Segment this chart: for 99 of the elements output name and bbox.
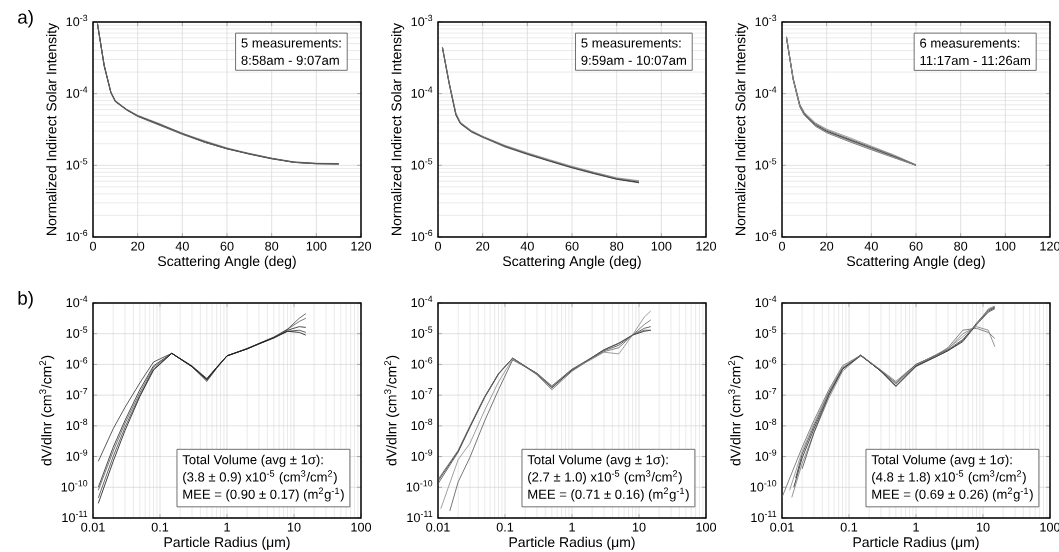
y-tick-label: 10$^{-4}$ [66,86,88,98]
x-tick-label: 80 [265,241,279,251]
y-tick-label: 10$^{-4}$ [411,295,433,308]
x-axis-title: Scattering Angle (deg) [157,255,296,269]
y-tick-label: 10$^{-5}$ [755,326,777,338]
x-tick-label: 10 [287,522,301,532]
x-tick-label: 100 [995,241,1016,251]
x-tick-label: 1 [913,522,919,532]
x-tick-label: 1 [569,522,575,532]
annotation: 5 measurements: [581,38,681,48]
x-tick-label: 80 [954,241,968,251]
annotation: 6 measurements: [920,38,1020,48]
y-tick-label: 10$^{-8}$ [755,418,777,431]
y-axis-title: Normalized Indirect Solar Intensity [391,22,405,235]
x-tick-label: 40 [864,241,878,251]
x-tick-label: 100 [306,241,327,251]
x-tick-label: 100 [351,522,372,532]
y-tick-label: 10$^{-6}$ [66,229,88,242]
x-tick-label: 10 [632,522,646,532]
y-tick-label: 10$^{-7}$ [411,388,433,400]
x-tick-label: 120 [351,241,372,251]
chart-title: b) [18,291,33,309]
y-tick-label: 10$^{-4}$ [755,295,777,308]
y-tick-label: 10$^{-4}$ [66,295,88,308]
y-tick-label: 10$^{-6}$ [411,229,433,242]
x-axis-title: Scattering Angle (deg) [502,255,641,269]
y-tick-label: 10$^{-6}$ [755,229,777,242]
y-tick-label: 10$^{-10}$ [406,480,433,492]
x-tick-label: 0 [89,241,97,251]
annotation: Total Volume (avg ± 1σ): [182,454,323,467]
annotation: MEE = (0.90 ± 0.17) (m$^{2}$g$^{-1}$) [183,487,344,502]
annotation: (2.7 ± 1.0) x10$^{-5}$ (cm$^{3}$/cm$^{2}$) [528,470,682,485]
x-tick-label: 40 [175,241,189,251]
x-tick-label: 0.1 [840,522,858,532]
x-tick-label: 100 [651,241,672,251]
annotation: 9:59am - 10:07am [581,55,686,65]
annotation: (3.8 ± 0.9) x10$^{-5}$ (cm$^{3}$/cm$^{2}$) [183,470,337,485]
x-tick-label: 0.01 [426,522,450,532]
y-tick-label: 10$^{-5}$ [411,158,433,170]
annotation: MEE = (0.69 ± 0.26) (m$^{2}$g$^{-1}$) [872,487,1033,502]
x-tick-label: 0 [778,241,786,251]
x-tick-label: 0.01 [770,522,794,532]
y-axis-title: Normalized Indirect Solar Intensity [735,22,749,235]
x-tick-label: 20 [476,241,490,251]
y-tick-label: 10$^{-4}$ [411,86,433,98]
y-tick-label: 10$^{-8}$ [411,418,433,431]
x-tick-label: 0.1 [151,522,169,532]
x-tick-label: 60 [220,241,234,251]
x-axis-title: Scattering Angle (deg) [846,255,985,269]
annotation: 11:17am - 11:26am [920,55,1030,66]
annotation: (4.8 ± 1.8) x10$^{-5}$ (cm$^{3}$/cm$^{2}$) [872,470,1026,485]
x-axis-title: Particle Radius (μm) [509,536,635,550]
x-tick-label: 0 [434,241,442,251]
x-tick-label: 120 [696,241,717,251]
y-tick-label: 10$^{-11}$ [751,510,777,523]
y-axis-title: Normalized Indirect Solar Intensity [46,22,60,235]
annotation: MEE = (0.71 ± 0.16) (m$^{2}$g$^{-1}$) [528,487,689,502]
y-tick-label: 10$^{-9}$ [411,449,433,461]
y-tick-label: 10$^{-7}$ [755,388,777,400]
x-axis-title: Particle Radius (μm) [853,536,979,550]
y-tick-label: 10$^{-10}$ [61,480,88,492]
y-axis-title: dV/dlnr (cm$^{3}$/cm$^{2}$) [384,355,400,466]
annotation: Total Volume (avg ± 1σ): [871,454,1012,467]
x-tick-label: 1 [224,522,230,532]
y-tick-label: 10$^{-5}$ [755,158,777,170]
y-tick-label: 10$^{-11}$ [62,510,88,523]
y-tick-label: 10$^{-10}$ [750,480,777,492]
x-tick-label: 20 [820,241,834,251]
y-tick-label: 10$^{-5}$ [66,158,88,170]
y-axis-title: dV/dlnr (cm$^{3}$/cm$^{2}$) [728,355,744,466]
y-tick-label: 10$^{-11}$ [407,510,433,523]
x-tick-label: 0.1 [496,522,514,532]
x-tick-label: 10 [976,522,990,532]
x-tick-label: 40 [520,241,534,251]
y-tick-label: 10$^{-6}$ [411,357,433,369]
y-tick-label: 10$^{-3}$ [755,14,777,27]
y-tick-label: 10$^{-4}$ [755,86,777,98]
x-tick-label: 80 [610,241,624,251]
x-tick-label: 20 [131,241,145,251]
y-tick-label: 10$^{-3}$ [66,14,88,27]
x-axis-title: Particle Radius (μm) [164,536,290,550]
y-tick-label: 10$^{-9}$ [755,449,777,461]
y-tick-label: 10$^{-6}$ [66,357,88,369]
annotation: 5 measurements: [241,38,341,48]
x-tick-label: 0.01 [81,522,105,532]
y-tick-label: 10$^{-9}$ [66,449,88,461]
y-tick-label: 10$^{-8}$ [66,418,88,431]
y-tick-label: 10$^{-3}$ [411,14,433,27]
chart-title: a) [18,10,33,28]
annotation: Total Volume (avg ± 1σ): [527,454,668,467]
x-tick-label: 100 [696,522,717,532]
y-tick-label: 10$^{-6}$ [755,357,777,369]
x-tick-label: 60 [909,241,923,251]
x-tick-label: 60 [565,241,579,251]
y-tick-label: 10$^{-5}$ [411,326,433,338]
y-tick-label: 10$^{-5}$ [66,326,88,338]
y-tick-label: 10$^{-7}$ [66,388,88,400]
annotation: 8:58am - 9:07am [241,55,339,65]
y-axis-title: dV/dlnr (cm$^{3}$/cm$^{2}$) [39,355,55,466]
